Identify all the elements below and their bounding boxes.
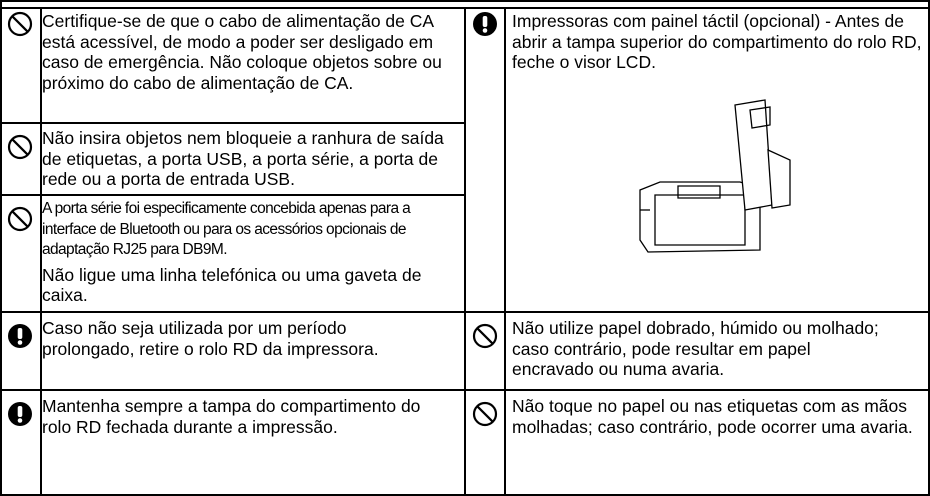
- printer-illustration: [639, 99, 791, 253]
- paragraph: Não utilize papel dobrado, húmido ou mol…: [512, 318, 879, 379]
- cell-text: Não insira objetos nem bloqueie a ranhur…: [42, 128, 462, 194]
- paragraph: Mantenha sempre a tampa do compartimento…: [42, 396, 421, 437]
- cell-text: Certifique-se de que o cabo de alimentaç…: [42, 11, 462, 97]
- cell-text: Não utilize papel dobrado, húmido ou mol…: [512, 318, 892, 384]
- cell-text: Não toque no papel ou nas etiquetas com …: [512, 396, 922, 441]
- cell-text: Mantenha sempre a tampa do compartimento…: [42, 396, 442, 441]
- paragraph: Certifique-se de que o cabo de alimentaç…: [42, 11, 442, 93]
- paragraph: Não ligue uma linha telefónica ou uma ga…: [42, 264, 422, 306]
- paragraph: Caso não seja utilizada por um período p…: [42, 318, 379, 359]
- cell-text: A porta série foi especificamente conceb…: [42, 199, 462, 310]
- paragraph: Impressoras com painel táctil (opcional)…: [512, 11, 922, 72]
- cell-text: Impressoras com painel táctil (opcional)…: [512, 11, 922, 77]
- cell-text: Caso não seja utilizada por um período p…: [42, 318, 442, 363]
- paragraph: A porta série foi especificamente conceb…: [42, 200, 411, 258]
- paragraph: Não toque no papel ou nas etiquetas com …: [512, 396, 913, 437]
- paragraph: Não insira objetos nem bloqueie a ranhur…: [42, 128, 444, 189]
